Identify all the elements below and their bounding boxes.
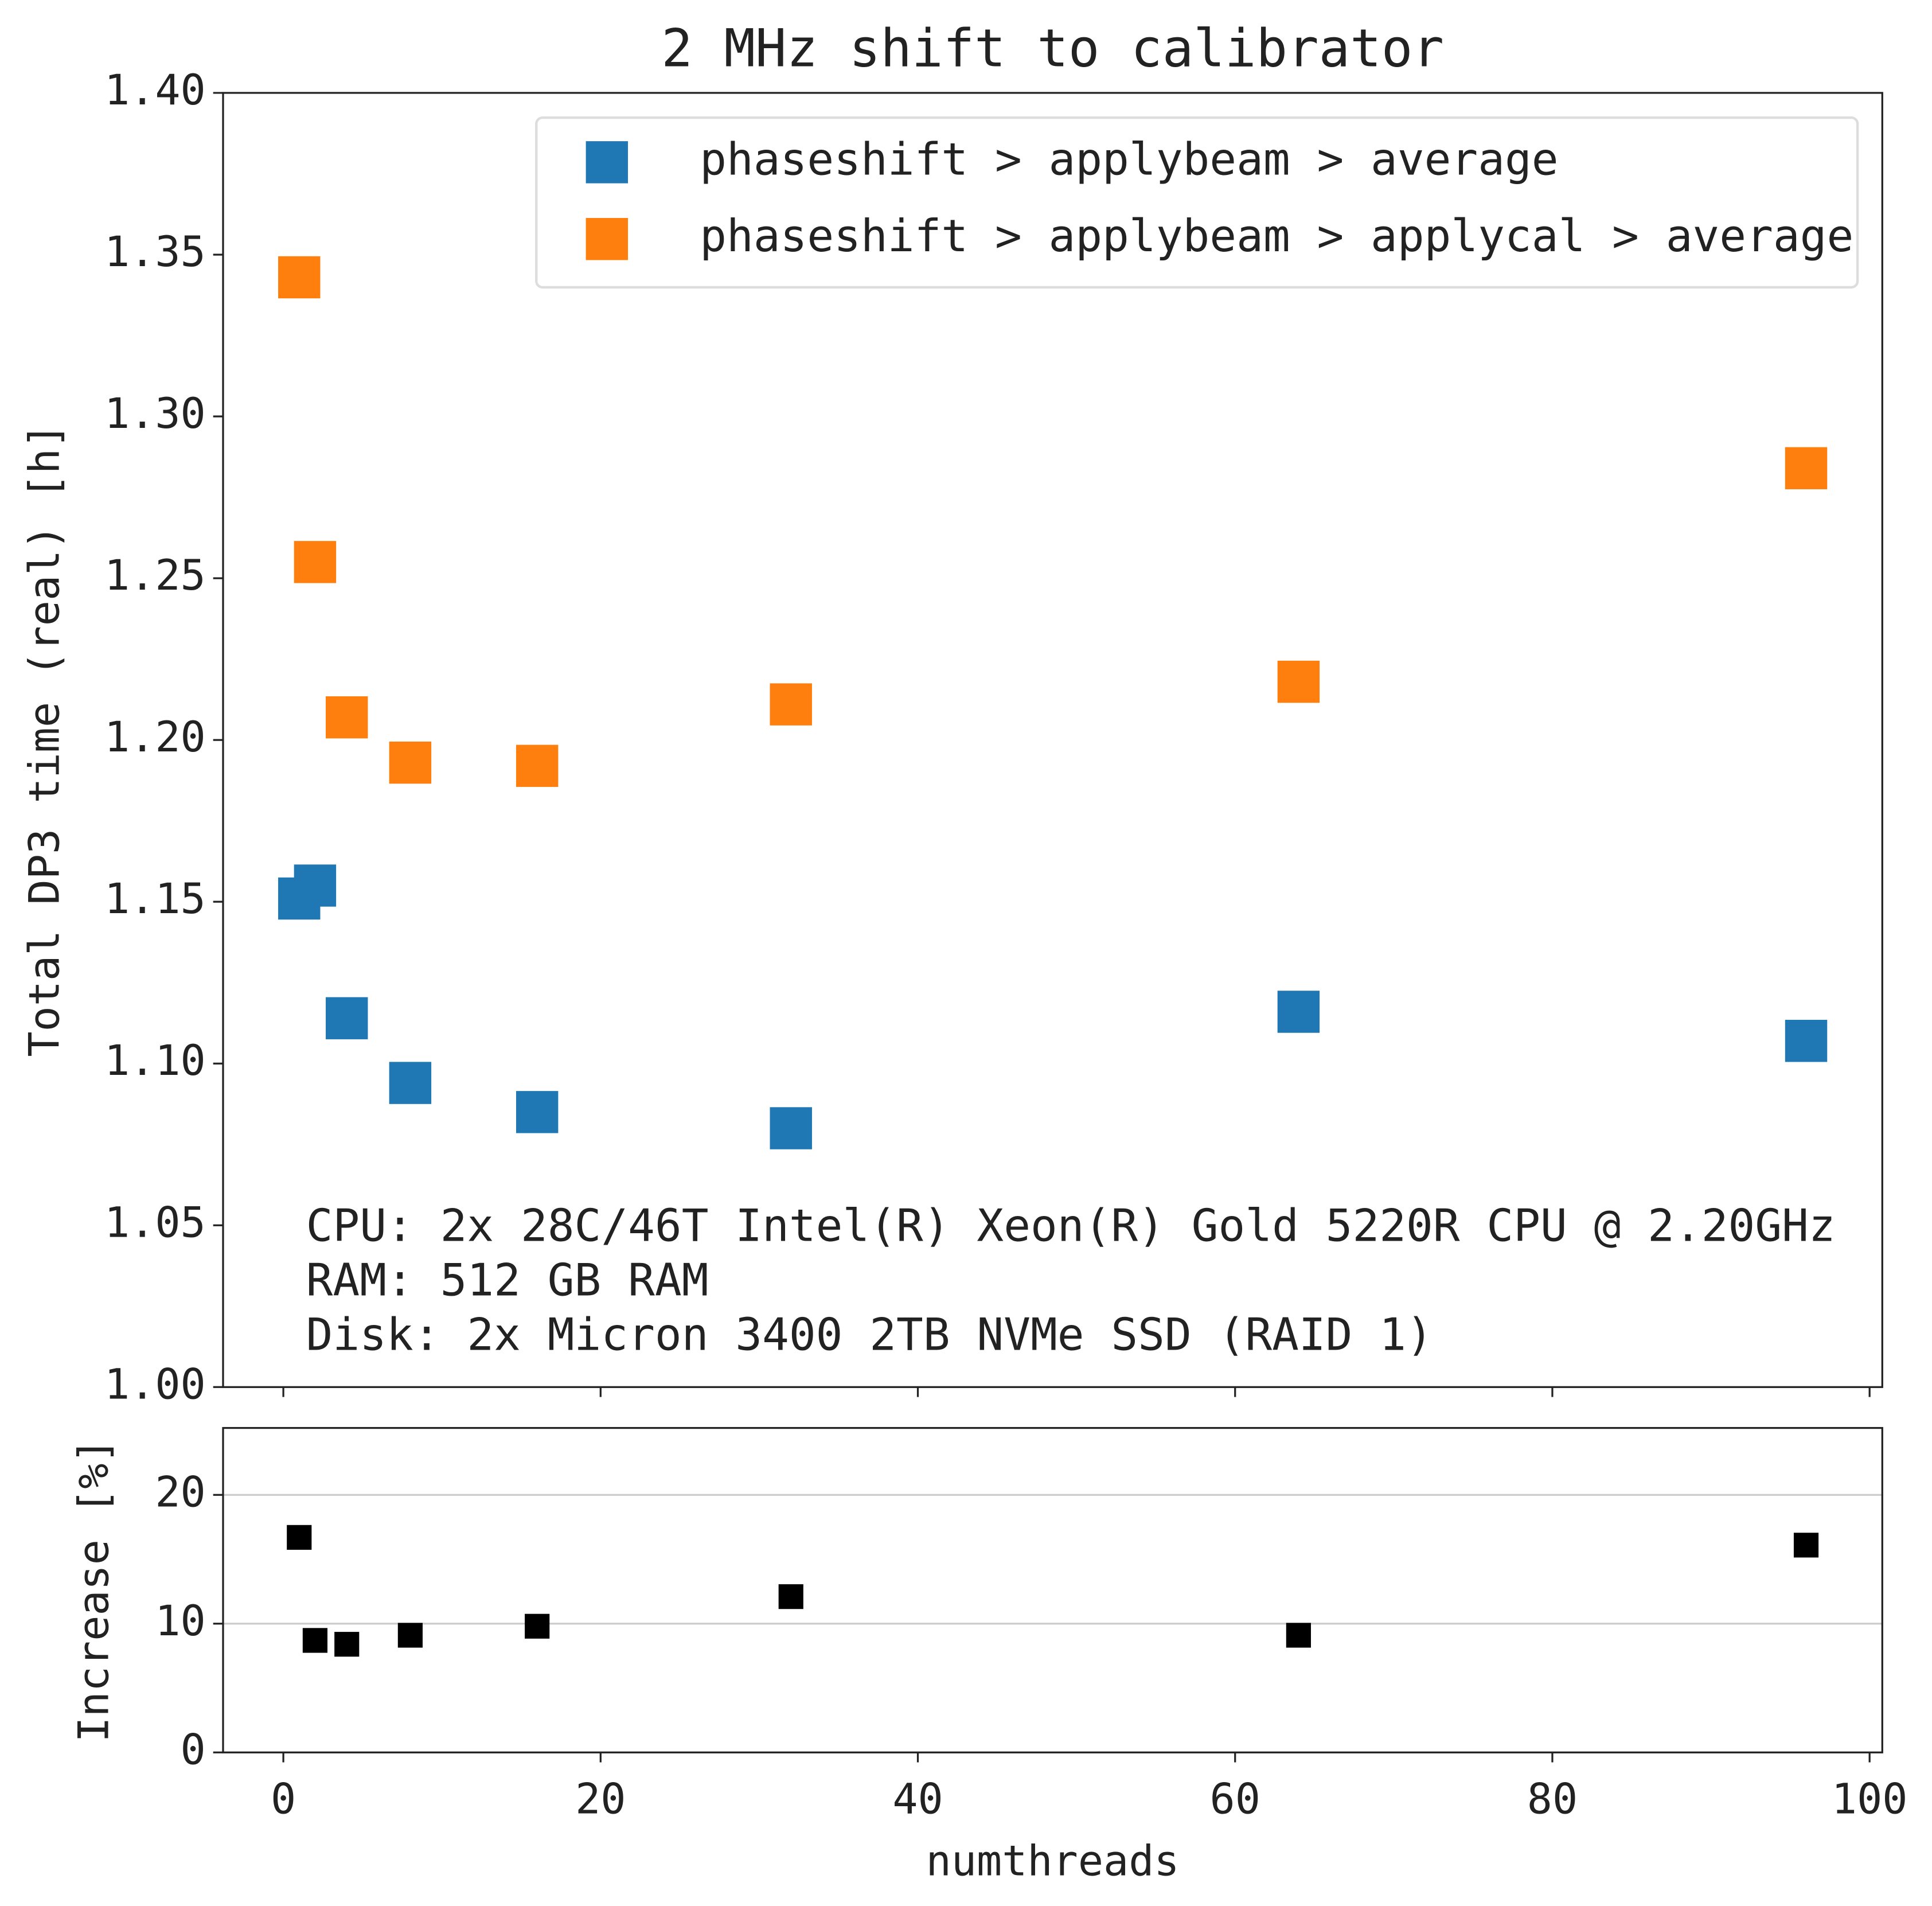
plot-frame: [222, 92, 1883, 1388]
y-tick-label: 0: [181, 1725, 206, 1774]
y-axis-label: Total DP3 time (real) [h]: [20, 423, 69, 1057]
y-tick-label: 1.00: [104, 1360, 206, 1409]
marker: [1277, 991, 1320, 1033]
marker: [1793, 1533, 1819, 1558]
x-tick-label: 100: [1832, 1775, 1908, 1824]
marker: [287, 1525, 312, 1550]
marker: [525, 1613, 550, 1639]
y-tick-label: 1.10: [104, 1036, 206, 1085]
marker: [389, 1062, 432, 1104]
x-axis-label: numthreads: [926, 1837, 1180, 1886]
marker: [778, 1584, 803, 1609]
y-tick-label: 10: [155, 1597, 205, 1646]
chart-title: 2 MHz shift to calibrator: [661, 19, 1444, 79]
legend-marker: [586, 218, 629, 260]
marker: [1785, 1020, 1828, 1062]
marker: [334, 1632, 360, 1657]
annotation: CPU: 2x 28C/46T Intel(R) Xeon(R) Gold 52…: [306, 1200, 1836, 1252]
marker: [1277, 660, 1320, 703]
marker: [770, 683, 812, 726]
x-tick-label: 60: [1210, 1775, 1260, 1824]
y-tick-label: 1.15: [104, 875, 206, 923]
marker: [302, 1628, 328, 1653]
y-tick-label: 1.35: [104, 228, 206, 276]
x-tick-label: 20: [575, 1775, 626, 1824]
marker: [326, 696, 368, 739]
annotation: RAM: 512 GB RAM: [306, 1254, 709, 1306]
x-tick-label: 40: [892, 1775, 943, 1824]
marker: [516, 1091, 559, 1133]
y-tick-label: 1.40: [104, 66, 206, 115]
marker: [397, 1623, 423, 1648]
marker: [294, 864, 337, 907]
marker: [1785, 447, 1828, 489]
legend-marker: [586, 141, 629, 184]
legend-box: [535, 116, 1859, 289]
y-tick-label: 1.25: [104, 551, 206, 600]
marker: [516, 745, 559, 787]
y-tick-label: 20: [155, 1468, 205, 1517]
y-tick-label: 1.20: [104, 713, 206, 762]
y-tick-label: 1.30: [104, 389, 206, 438]
marker: [294, 541, 337, 583]
marker: [1286, 1623, 1311, 1648]
legend-label: phaseshift > applybeam > average: [700, 134, 1558, 185]
marker: [770, 1107, 812, 1149]
marker: [326, 997, 368, 1039]
x-tick-label: 80: [1527, 1775, 1578, 1824]
y-axis-label: Increase [%]: [70, 1438, 119, 1742]
annotation: Disk: 2x Micron 3400 2TB NVMe SSD (RAID …: [306, 1309, 1433, 1361]
legend-label: phaseshift > applybeam > applycal > aver…: [700, 211, 1853, 262]
y-tick-label: 1.05: [104, 1198, 206, 1247]
x-tick-label: 0: [271, 1775, 296, 1824]
marker: [389, 741, 432, 784]
marker: [278, 256, 321, 299]
plot-frame: [222, 1426, 1883, 1753]
